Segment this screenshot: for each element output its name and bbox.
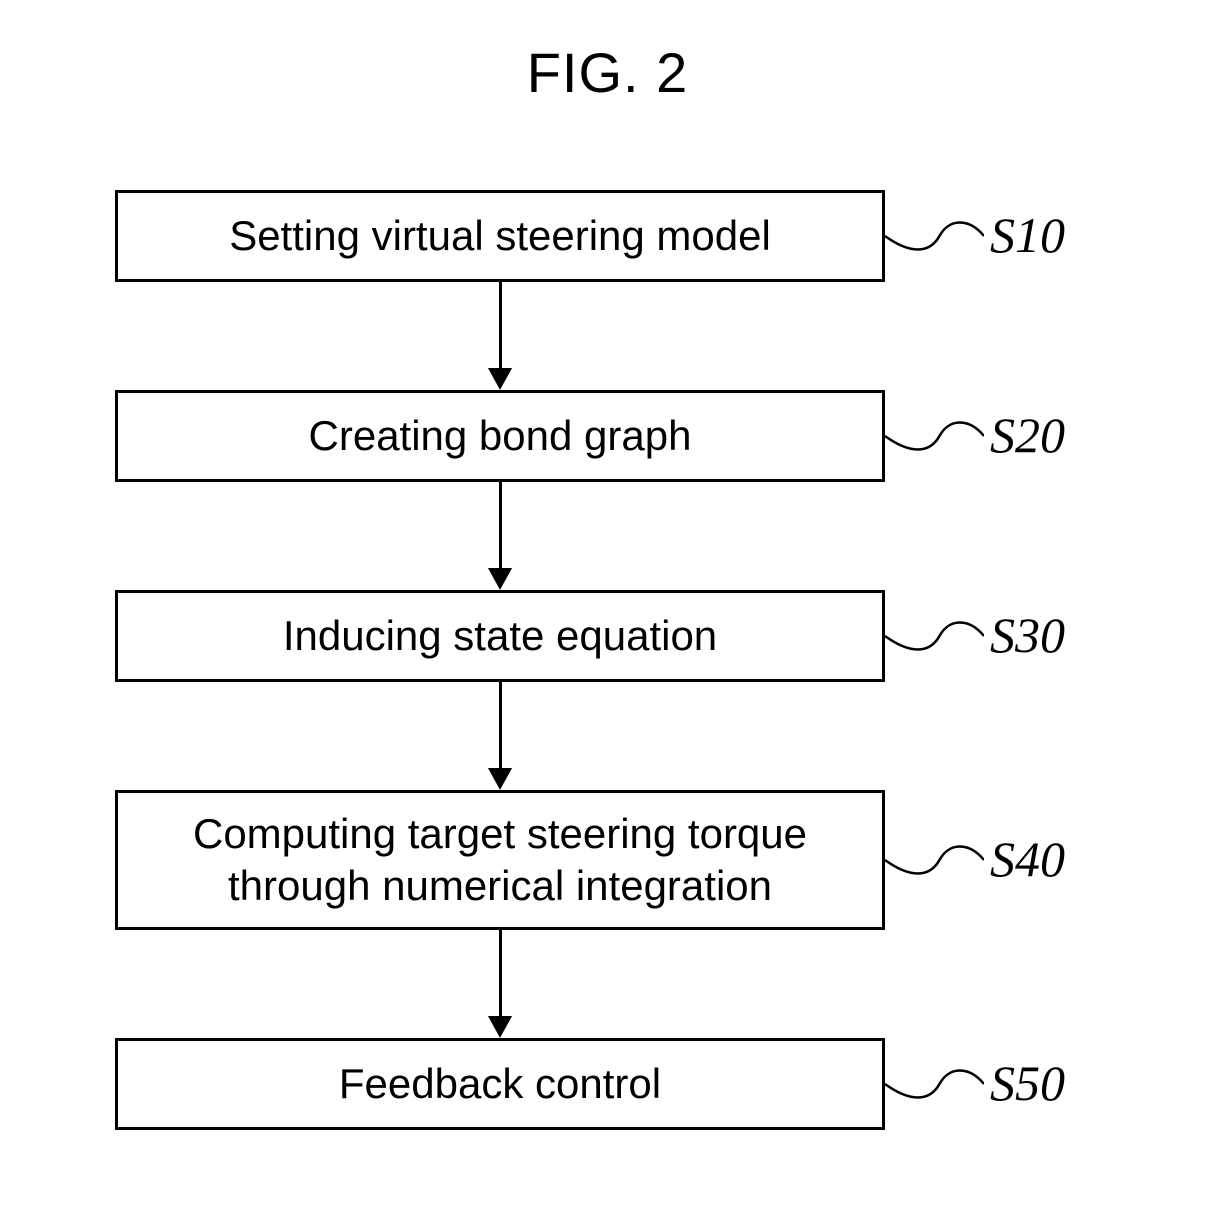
connector-s30 [885, 606, 984, 666]
step-s40-text: Computing target steering torquethrough … [193, 808, 807, 913]
step-s30-box: Inducing state equation [115, 590, 885, 682]
step-s50-box: Feedback control [115, 1038, 885, 1130]
connector-s10 [885, 206, 984, 266]
step-s10-label: S10 [990, 206, 1065, 264]
step-s20-text: Creating bond graph [309, 415, 692, 457]
arrow-line [499, 282, 502, 368]
step-s40-label: S40 [990, 830, 1065, 888]
figure-title: FIG. 2 [0, 40, 1215, 105]
arrow-line [499, 482, 502, 568]
flowchart-container: FIG. 2 Setting virtual steering model Cr… [0, 0, 1215, 1223]
connector-s20 [885, 406, 984, 466]
step-s30-text: Inducing state equation [283, 615, 717, 657]
step-s10-box: Setting virtual steering model [115, 190, 885, 282]
arrow-head-icon [488, 368, 512, 390]
step-s20-label: S20 [990, 406, 1065, 464]
arrow-line [499, 930, 502, 1016]
arrow-head-icon [488, 568, 512, 590]
connector-s50 [885, 1054, 984, 1114]
step-s10-text: Setting virtual steering model [229, 215, 771, 257]
step-s50-text: Feedback control [339, 1063, 661, 1105]
connector-s40 [885, 830, 984, 890]
arrow-head-icon [488, 768, 512, 790]
step-s40-box: Computing target steering torquethrough … [115, 790, 885, 930]
step-s20-box: Creating bond graph [115, 390, 885, 482]
step-s30-label: S30 [990, 606, 1065, 664]
arrow-head-icon [488, 1016, 512, 1038]
step-s50-label: S50 [990, 1054, 1065, 1112]
arrow-line [499, 682, 502, 768]
